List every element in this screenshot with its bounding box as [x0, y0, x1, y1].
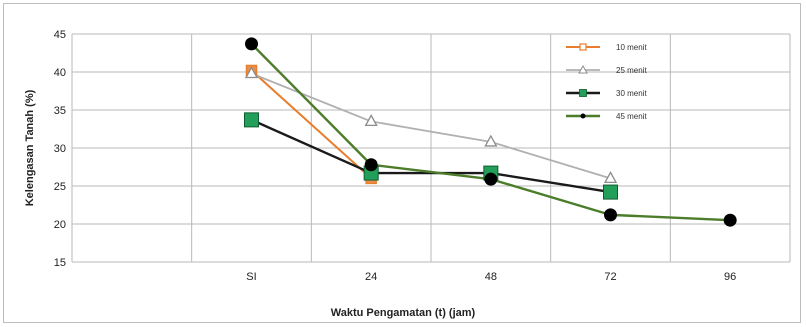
y-tick-label: 40: [54, 67, 66, 79]
series-group: [244, 37, 737, 227]
x-tick-label: 72: [604, 271, 616, 283]
legend-marker: [579, 43, 587, 51]
legend-marker: [578, 64, 588, 74]
series-line: [250, 43, 731, 222]
x-tick-label: SI: [246, 271, 256, 283]
x-tick-label: 96: [724, 271, 736, 283]
data-point: [484, 134, 498, 147]
y-tick-label: 30: [54, 143, 66, 155]
data-point: [604, 208, 617, 222]
grid-lines: [71, 33, 791, 263]
y-tick-label: 35: [54, 105, 66, 117]
legend-label: 45 menit: [616, 112, 647, 121]
y-axis-label: Kelengasan Tanah (%): [24, 89, 36, 206]
y-tick-label: 15: [54, 257, 66, 269]
y-tick-label: 45: [54, 29, 66, 41]
data-point: [364, 114, 378, 127]
x-tick-labels: SI 24 48 72 96: [246, 271, 736, 283]
legend-label: 30 menit: [616, 89, 647, 98]
legend-marker: [579, 89, 587, 97]
x-tick-label: 24: [365, 271, 377, 283]
data-point: [245, 37, 258, 51]
data-point: [603, 184, 618, 200]
data-point: [484, 172, 498, 186]
legend: 10 menit 25 menit 30 menit 45 menit: [566, 43, 647, 121]
y-tick-label: 25: [54, 181, 66, 193]
x-tick-label: 48: [485, 271, 497, 283]
data-point: [244, 66, 259, 79]
y-tick-labels: 15 20 25 30 35 40 45: [54, 29, 66, 269]
chart-frame: [3, 3, 801, 323]
data-point: [364, 158, 378, 172]
y-tick-label: 20: [54, 219, 66, 231]
legend-label: 25 menit: [616, 66, 647, 75]
data-point: [603, 171, 618, 184]
series-line: [250, 69, 372, 180]
data-point: [244, 112, 259, 128]
legend-marker: [580, 113, 586, 119]
data-point: [723, 213, 737, 227]
legend-label: 10 menit: [616, 43, 647, 52]
series-line: [251, 72, 611, 180]
x-axis-label: Waktu Pengamatan (t) (jam): [331, 307, 476, 319]
